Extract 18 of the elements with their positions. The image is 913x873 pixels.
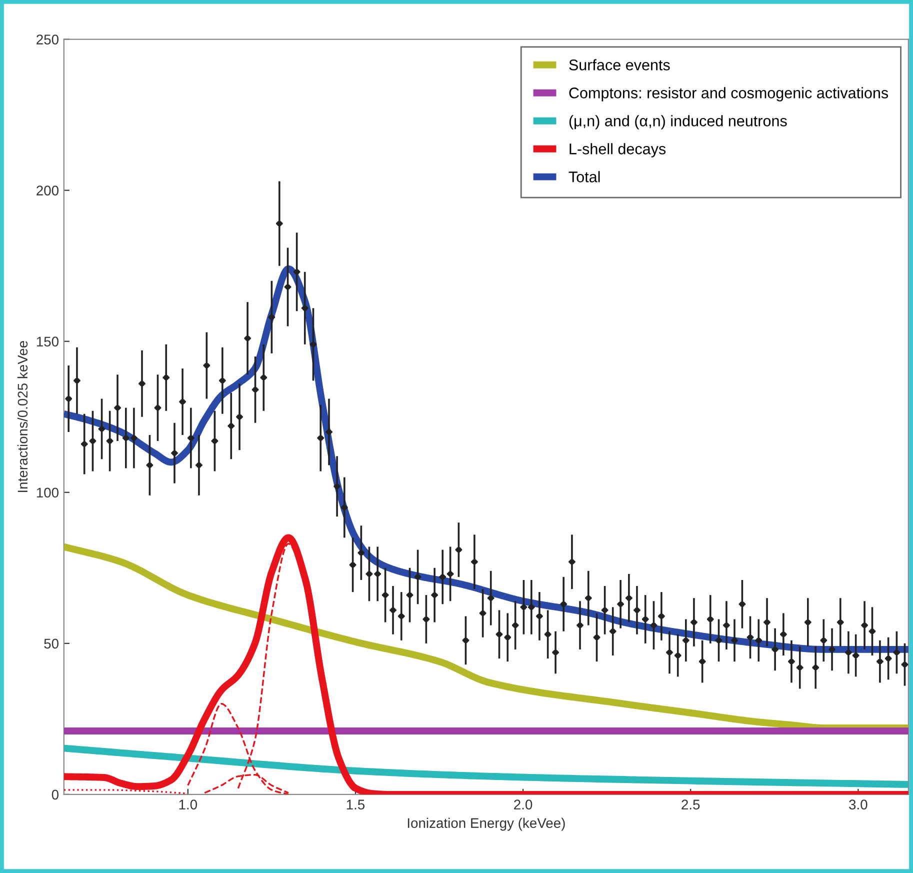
y-tick-label: 100 bbox=[36, 488, 59, 498]
legend-label: (μ,n) and (α,n) induced neutrons bbox=[569, 115, 787, 130]
x-tick-label: 2.5 bbox=[682, 800, 700, 810]
legend-label: Comptons: resistor and cosmogenic activations bbox=[569, 87, 888, 102]
legend-label: Surface events bbox=[569, 59, 670, 70]
x-tick-label: 1.5 bbox=[346, 800, 365, 810]
legend-label: L-shell decays bbox=[570, 143, 666, 158]
y-tick-label: 0 bbox=[52, 790, 59, 800]
x-axis-title: Ionization Energy (keVee) bbox=[408, 818, 565, 831]
x-tick-label: 3.0 bbox=[849, 800, 868, 810]
y-tick-label: 250 bbox=[36, 34, 59, 44]
x-tick-label: 2.0 bbox=[514, 800, 532, 810]
legend-label: Total bbox=[568, 171, 600, 182]
y-axis-title: Interactions/0.025 keVee bbox=[17, 341, 28, 492]
y-tick-label: 50 bbox=[44, 638, 59, 649]
x-tick-label: 1.0 bbox=[179, 800, 198, 810]
y-tick-label: 200 bbox=[36, 186, 59, 196]
y-tick-label: 150 bbox=[36, 336, 59, 347]
